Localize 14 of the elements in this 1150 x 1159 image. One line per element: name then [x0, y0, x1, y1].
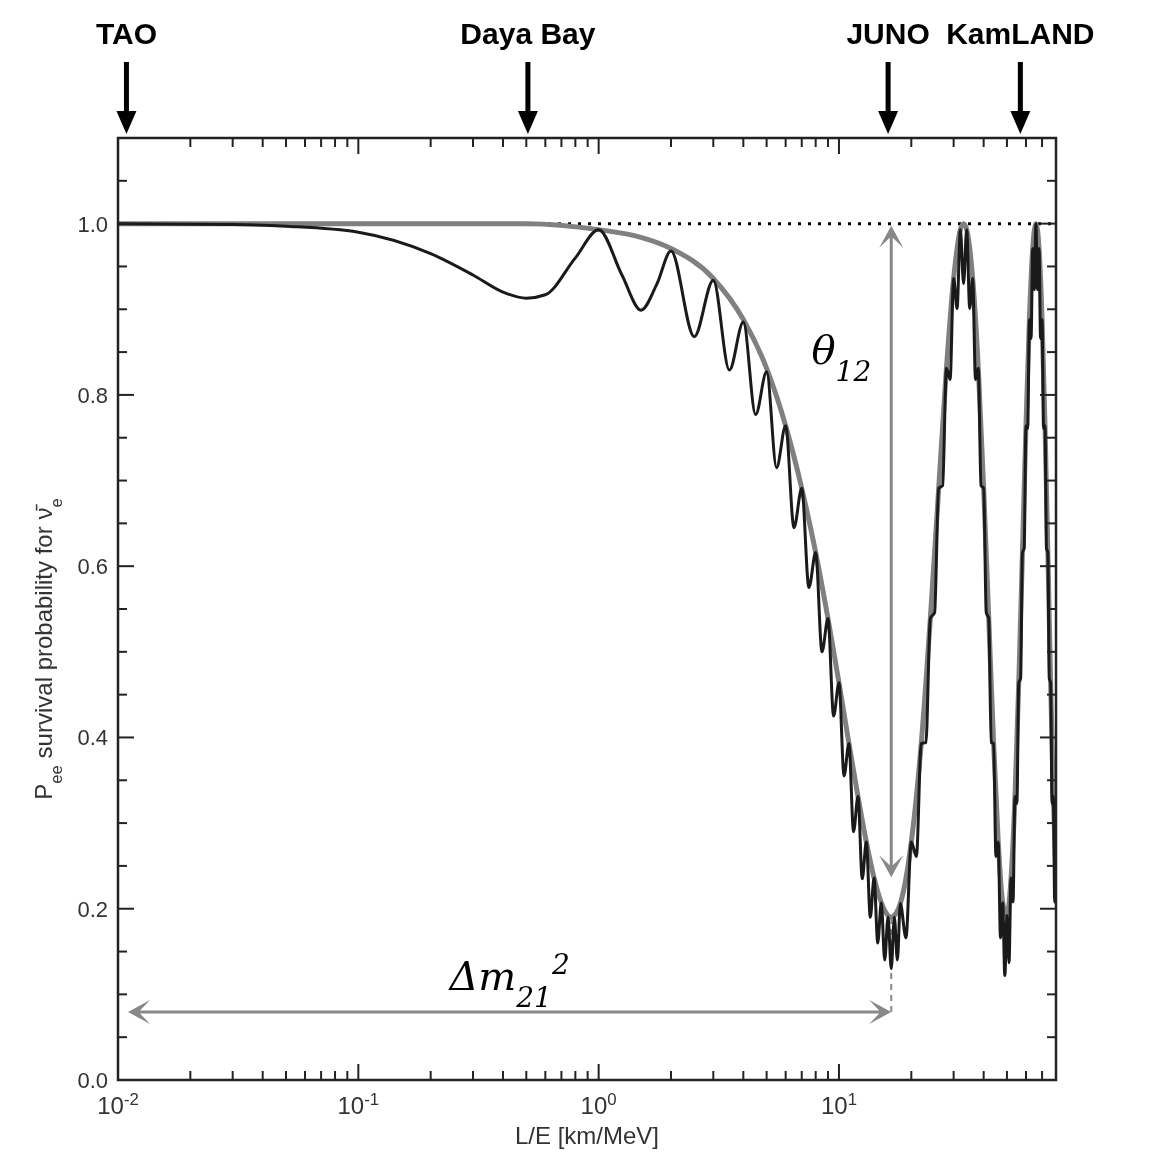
y-tick-label: 0.8	[77, 382, 108, 408]
y-tick-label: 0.6	[77, 554, 108, 580]
annotation: θ$_{12}$	[811, 326, 872, 388]
text: KamLAND	[946, 17, 1095, 50]
x-axis-title: L/E [km/MeV]	[514, 1122, 660, 1149]
text: JUNO	[846, 17, 930, 50]
y-tick-label: 1.0	[77, 211, 108, 237]
text: TAO	[95, 17, 157, 50]
x-tick-label: 10$^{1}$	[820, 1089, 857, 1119]
x-tick-label: 10$^{0}$	[580, 1089, 617, 1119]
y-tick-label: 0.2	[77, 896, 108, 922]
y-tick-label: 0.4	[77, 725, 108, 751]
x-tick-label: 10$^{-1}$	[337, 1089, 380, 1119]
text: Daya Bay	[460, 17, 596, 50]
